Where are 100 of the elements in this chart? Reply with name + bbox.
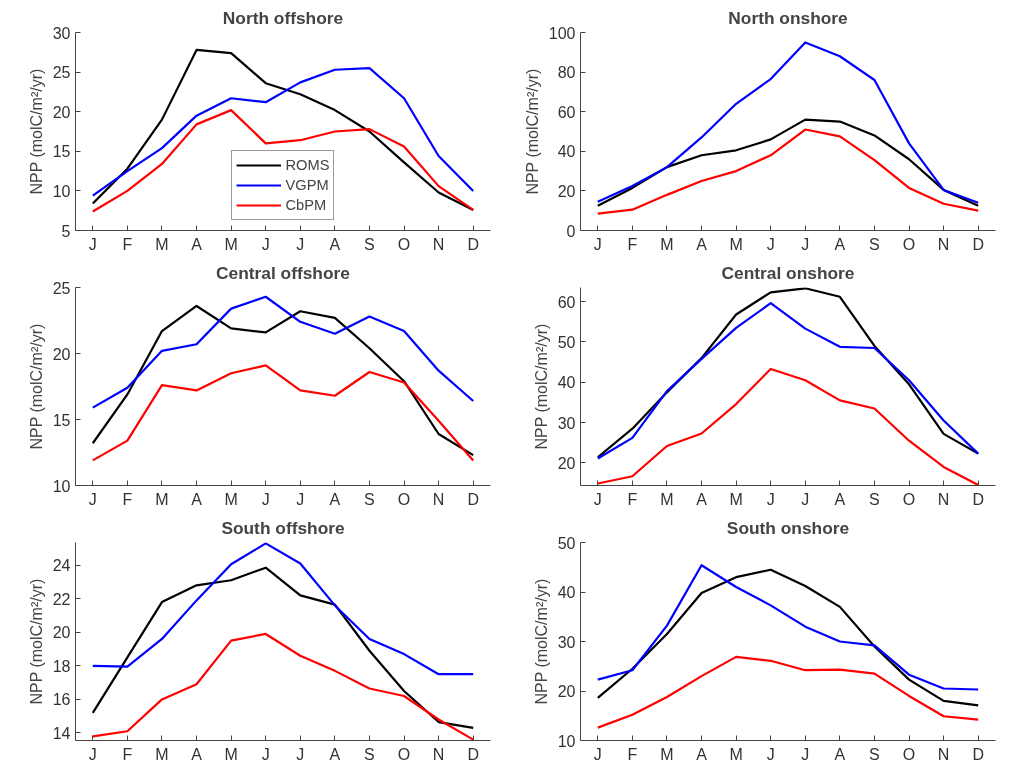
chart-title: Central onshore [721,262,855,283]
x-tick-label: A [696,235,708,253]
x-tick-label: J [296,235,305,253]
chart-title: Central offshore [216,262,351,283]
x-tick-label: J [88,490,97,508]
x-tick-label: M [729,745,743,763]
x-tick-label: M [155,745,169,763]
x-tick-label: J [296,490,305,508]
x-tick-label: A [191,490,203,508]
x-tick-label: N [432,490,445,508]
x-tick-label: O [902,490,916,508]
x-tick-label: M [729,490,743,508]
y-tick-label: 18 [52,657,71,675]
x-tick-label: A [834,490,846,508]
y-tick-label: 20 [52,345,71,363]
x-tick-label: D [972,235,984,253]
x-tick-label: F [627,235,638,253]
x-tick-label: A [191,745,203,763]
x-tick-label: N [937,745,950,763]
x-tick-label: J [766,490,775,508]
y-tick-label: 30 [52,24,71,42]
y-tick-label: 25 [52,64,71,82]
x-tick-label: S [869,745,880,763]
x-tick-label: M [224,745,238,763]
x-tick-label: D [467,490,479,508]
chart-title: South onshore [726,517,850,538]
x-tick-label: S [869,235,880,253]
y-tick-label: 80 [557,64,576,82]
y-axis-title: NPP (molC/m²/yr) [532,578,550,705]
y-axis-title: NPP (molC/m²/yr) [27,323,45,450]
x-tick-label: J [261,745,270,763]
x-tick-label: M [729,235,743,253]
x-tick-label: N [937,235,950,253]
x-tick-label: D [972,490,984,508]
x-tick-label: A [329,490,341,508]
x-tick-label: M [224,235,238,253]
x-tick-label: S [364,235,375,253]
x-tick-label: D [467,745,479,763]
y-tick-label: 24 [52,557,71,575]
x-tick-label: A [696,490,708,508]
y-tick-label: 15 [52,143,71,161]
y-tick-label: 40 [557,584,576,601]
x-tick-label: J [801,490,810,508]
y-tick-label: 60 [557,103,576,121]
x-tick-label: S [869,490,880,508]
x-tick-label: J [261,235,270,253]
x-tick-label: S [364,490,375,508]
x-tick-label: F [122,235,133,253]
legend-label: ROMS [285,157,330,173]
x-tick-label: F [627,745,638,763]
y-tick-label: 16 [52,691,71,709]
y-tick-label: 20 [52,103,71,121]
y-tick-label: 25 [52,279,71,297]
y-tick-label: 40 [557,374,576,392]
x-tick-label: M [155,490,169,508]
x-tick-label: N [432,745,445,763]
y-tick-label: 10 [52,182,71,200]
y-axis-title: NPP (molC/m²/yr) [27,68,45,195]
x-tick-label: J [88,235,97,253]
x-tick-label: A [834,235,846,253]
y-tick-label: 20 [557,182,576,200]
x-tick-label: O [397,235,411,253]
y-tick-label: 40 [557,143,576,161]
x-tick-label: O [902,235,916,253]
x-tick-label: J [261,490,270,508]
y-tick-label: 15 [52,411,71,429]
legend-label: VGPM [285,177,329,193]
x-tick-label: O [902,745,916,763]
x-tick-label: A [329,745,341,763]
y-tick-label: 14 [52,724,71,742]
x-tick-label: F [627,490,638,508]
x-tick-label: A [191,235,203,253]
y-tick-label: 20 [557,454,576,472]
x-tick-label: J [766,235,775,253]
y-tick-label: 60 [557,293,576,311]
x-tick-label: S [364,745,375,763]
x-tick-label: J [801,745,810,763]
x-tick-label: J [296,745,305,763]
x-tick-label: J [593,745,602,763]
x-tick-label: M [660,235,674,253]
x-tick-label: M [660,745,674,763]
x-tick-label: F [122,745,133,763]
x-tick-label: D [467,235,479,253]
y-tick-label: 50 [557,333,576,351]
x-tick-label: D [972,745,984,763]
chart-title: North offshore [222,7,344,28]
y-tick-label: 5 [61,222,71,240]
y-tick-label: 30 [557,414,576,432]
y-tick-label: 100 [548,24,576,42]
x-tick-label: N [432,235,445,253]
y-tick-label: 22 [52,590,71,608]
x-tick-label: A [834,745,846,763]
y-axis-title: NPP (molC/m²/yr) [532,323,550,450]
y-tick-label: 20 [557,683,576,700]
x-tick-label: M [660,490,674,508]
x-tick-label: J [88,745,97,763]
x-tick-label: M [224,490,238,508]
chart-title: North onshore [728,7,849,28]
y-axis-title: NPP (molC/m²/yr) [523,68,541,195]
y-axis-title: NPP (molC/m²/yr) [27,578,45,705]
